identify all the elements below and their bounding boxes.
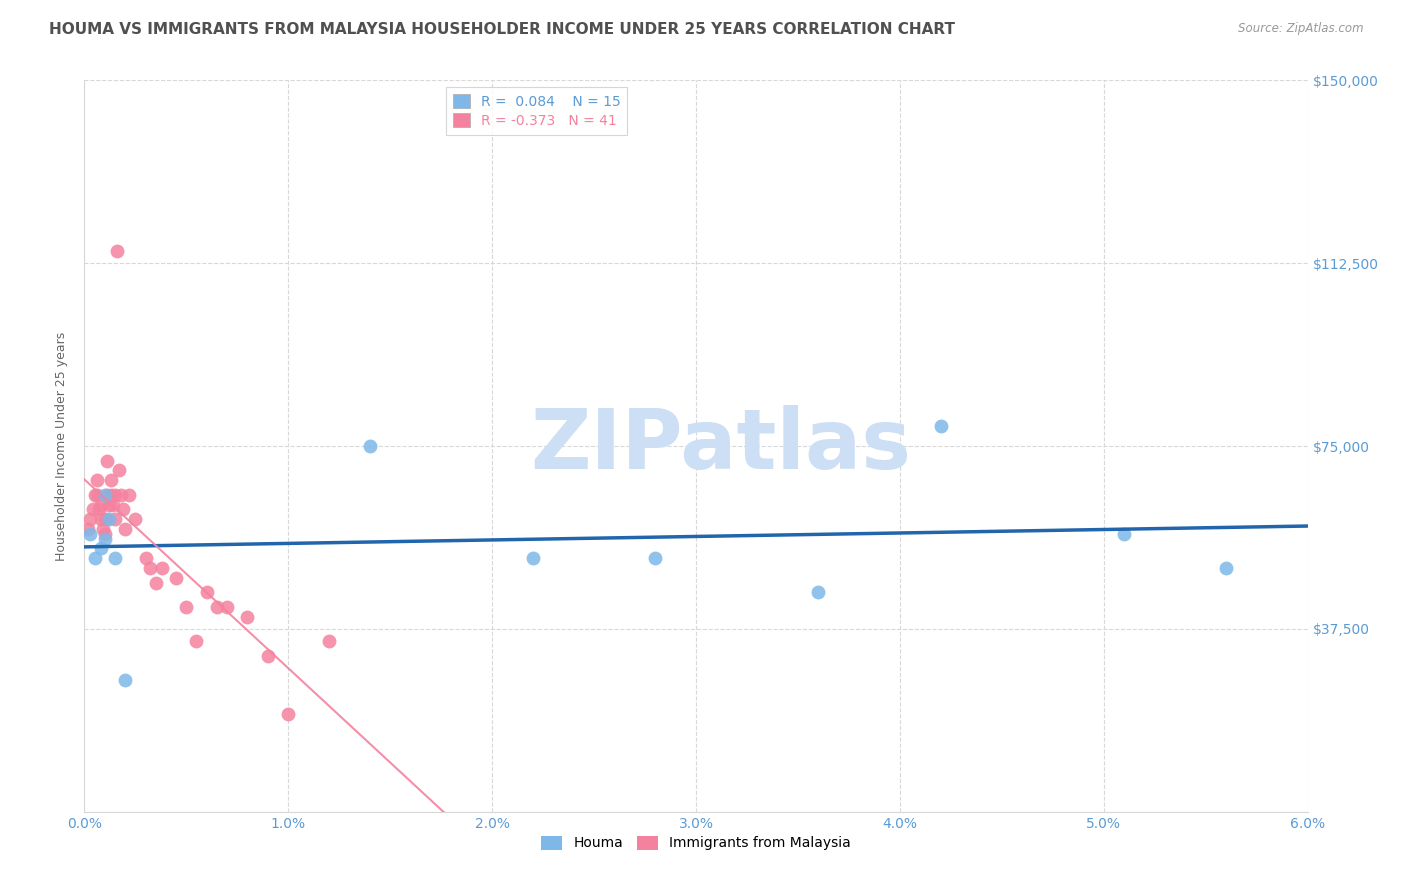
Point <box>929 419 952 434</box>
Point <box>100 488 122 502</box>
Point <box>101 498 124 512</box>
Point <box>205 599 228 614</box>
Point <box>97 498 120 512</box>
Point <box>90 541 112 556</box>
Point <box>83 488 105 502</box>
Point <box>114 522 136 536</box>
Point <box>96 488 118 502</box>
Y-axis label: Householder Income Under 25 years: Householder Income Under 25 years <box>55 331 69 561</box>
Point <box>522 551 544 566</box>
Point <box>236 609 259 624</box>
Point <box>644 551 666 566</box>
Point <box>86 488 108 502</box>
Point <box>108 463 131 477</box>
Point <box>90 512 112 526</box>
Text: HOUMA VS IMMIGRANTS FROM MALAYSIA HOUSEHOLDER INCOME UNDER 25 YEARS CORRELATION : HOUMA VS IMMIGRANTS FROM MALAYSIA HOUSEH… <box>49 22 955 37</box>
Point <box>110 488 132 502</box>
Point <box>176 599 198 614</box>
Point <box>359 439 381 453</box>
Point <box>195 585 218 599</box>
Point <box>97 512 120 526</box>
Point <box>165 571 187 585</box>
Point <box>124 512 146 526</box>
Point <box>118 488 141 502</box>
Point <box>83 551 105 566</box>
Point <box>79 512 101 526</box>
Point <box>93 512 117 526</box>
Point <box>100 473 122 487</box>
Point <box>96 453 118 467</box>
Point <box>257 648 280 663</box>
Point <box>105 244 128 258</box>
Point <box>112 502 135 516</box>
Point <box>1114 526 1136 541</box>
Point <box>135 551 157 566</box>
Point <box>86 473 108 487</box>
Point <box>114 673 136 687</box>
Point <box>77 522 100 536</box>
Point <box>93 532 117 546</box>
Text: Source: ZipAtlas.com: Source: ZipAtlas.com <box>1239 22 1364 36</box>
Point <box>150 561 173 575</box>
Point <box>93 526 117 541</box>
Point <box>217 599 239 614</box>
Point <box>93 488 117 502</box>
Point <box>318 634 340 648</box>
Point <box>79 526 101 541</box>
Point <box>91 522 114 536</box>
Point <box>104 551 127 566</box>
Point <box>1215 561 1237 575</box>
Point <box>87 502 110 516</box>
Text: ZIPatlas: ZIPatlas <box>530 406 911 486</box>
Point <box>90 498 112 512</box>
Point <box>82 502 104 516</box>
Point <box>145 575 167 590</box>
Point <box>104 512 127 526</box>
Point <box>807 585 830 599</box>
Point <box>104 488 127 502</box>
Point <box>186 634 208 648</box>
Point <box>138 561 160 575</box>
Point <box>277 707 299 722</box>
Legend: Houma, Immigrants from Malaysia: Houma, Immigrants from Malaysia <box>536 830 856 856</box>
